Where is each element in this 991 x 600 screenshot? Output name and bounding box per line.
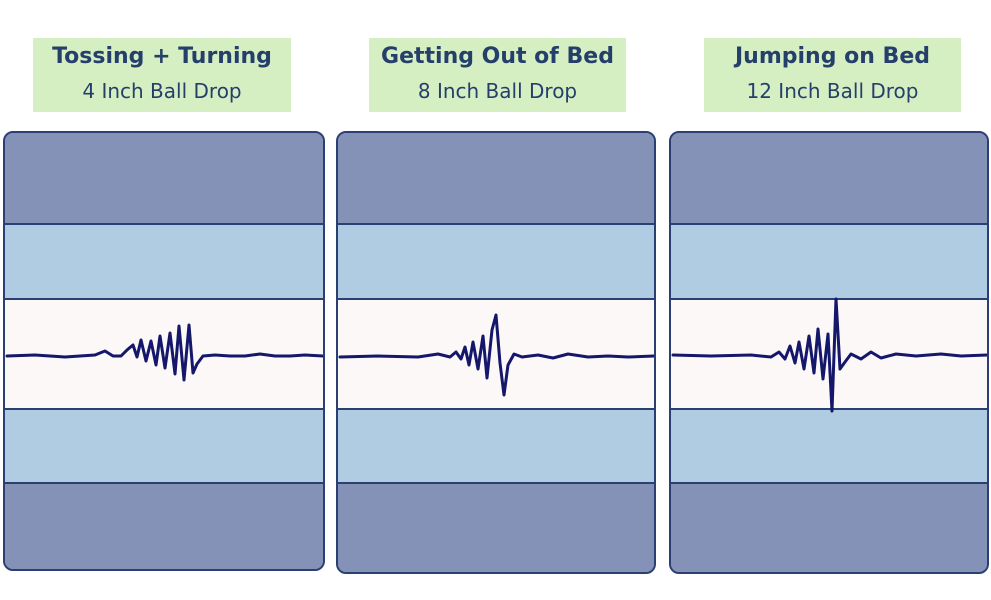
- panel-3-subtitle: 12 Inch Ball Drop: [746, 79, 919, 103]
- mattress-top-layer: [671, 133, 987, 225]
- panel-2-mattress: [336, 131, 656, 574]
- panel-2-title: Getting Out of Bed: [381, 44, 614, 69]
- panel-3-waveform: [671, 297, 987, 413]
- panel-1-mattress: [3, 131, 325, 571]
- panel-3-wave-line: [671, 297, 987, 413]
- panel-2-wave-line: [338, 313, 654, 397]
- mattress-base-comfort-layer: [671, 410, 987, 484]
- mattress-base-comfort-layer: [338, 410, 654, 484]
- panel-3-label: Jumping on Bed 12 Inch Ball Drop: [704, 38, 961, 112]
- panel-2-waveform: [338, 313, 654, 397]
- mattress-upper-comfort-layer: [338, 225, 654, 300]
- mattress-base-layer: [671, 484, 987, 572]
- mattress-top-layer: [338, 133, 654, 225]
- mattress-base-layer: [5, 484, 323, 569]
- panel-2-subtitle: 8 Inch Ball Drop: [417, 79, 578, 103]
- panel-1-label: Tossing + Turning 4 Inch Ball Drop: [33, 38, 291, 112]
- panel-3-mattress: [669, 131, 989, 574]
- panel-1-wave-line: [5, 323, 323, 382]
- panel-2-label: Getting Out of Bed 8 Inch Ball Drop: [369, 38, 626, 112]
- panel-1-waveform: [5, 323, 323, 382]
- panel-3-title: Jumping on Bed: [734, 44, 930, 69]
- mattress-upper-comfort-layer: [5, 225, 323, 300]
- mattress-base-layer: [338, 484, 654, 572]
- panel-1-subtitle: 4 Inch Ball Drop: [82, 79, 242, 103]
- mattress-upper-comfort-layer: [671, 225, 987, 300]
- mattress-top-layer: [5, 133, 323, 225]
- mattress-lower-comfort-layer: [5, 410, 323, 484]
- panel-1-title: Tossing + Turning: [52, 44, 272, 69]
